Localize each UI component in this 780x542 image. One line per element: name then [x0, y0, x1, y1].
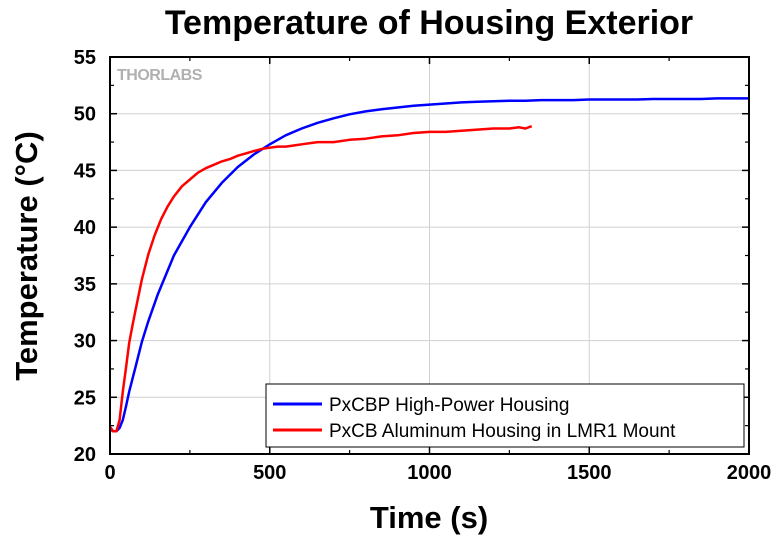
- y-tick-label: 20: [74, 444, 96, 466]
- legend-box: [265, 383, 745, 448]
- series-lines: [108, 97, 749, 433]
- legend-label-pxcbp: PxCBP High-Power Housing: [329, 395, 569, 416]
- y-tick-label: 50: [74, 104, 96, 126]
- series-line-0: [109, 97, 749, 433]
- x-tick-label: 1000: [407, 462, 452, 484]
- x-tick-label: 500: [253, 462, 286, 484]
- y-tick-label: 35: [74, 274, 96, 296]
- y-tick-label: 55: [74, 47, 96, 69]
- axis-ticks: 0 500 1000 1500 2000 20 25 30 35 40 45 50 55: [74, 47, 772, 484]
- legend: PxCBP High-Power Housing PxCB Aluminum H…: [265, 383, 745, 448]
- grid-lines: [110, 57, 749, 454]
- y-tick-label: 45: [74, 160, 96, 182]
- y-tick-label: 40: [74, 217, 96, 239]
- y-tick-label: 25: [74, 387, 96, 409]
- x-tick-label: 1500: [567, 462, 612, 484]
- legend-label-pxcb: PxCB Aluminum Housing in LMR1 Mount: [329, 421, 676, 442]
- chart-title: Temperature of Housing Exterior: [165, 4, 693, 42]
- x-tick-label: 0: [104, 462, 115, 484]
- y-tick-label: 30: [74, 331, 96, 353]
- x-axis-label: Time (s): [370, 500, 488, 535]
- x-tick-label: 2000: [727, 462, 772, 484]
- thorlabs-watermark: THORLABS: [117, 67, 203, 84]
- y-axis-label: Temperature (°C): [9, 131, 44, 381]
- series-line-1: [108, 125, 533, 433]
